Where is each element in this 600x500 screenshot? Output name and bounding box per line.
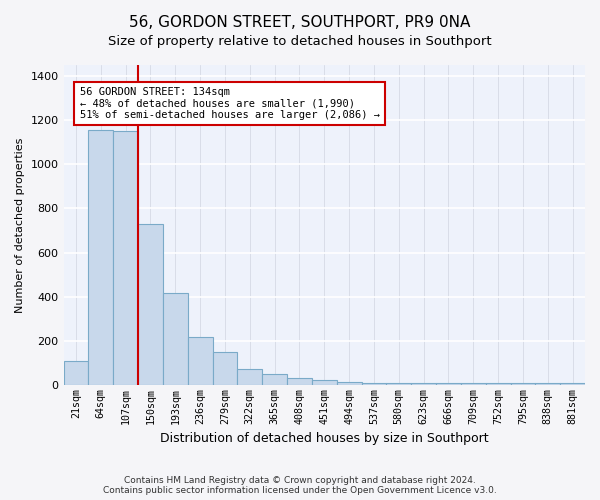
Bar [436, 382, 461, 385]
Bar [485, 382, 511, 385]
Bar [337, 382, 362, 385]
Bar [212, 352, 238, 385]
Bar [188, 338, 212, 385]
Bar [64, 360, 88, 385]
Text: Contains HM Land Registry data © Crown copyright and database right 2024.
Contai: Contains HM Land Registry data © Crown c… [103, 476, 497, 495]
Bar [535, 382, 560, 385]
Bar [386, 382, 411, 385]
X-axis label: Distribution of detached houses by size in Southport: Distribution of detached houses by size … [160, 432, 488, 445]
Bar [238, 370, 262, 385]
Bar [113, 131, 138, 385]
Bar [411, 382, 436, 385]
Bar [362, 382, 386, 385]
Bar [287, 378, 312, 385]
Bar [163, 294, 188, 385]
Y-axis label: Number of detached properties: Number of detached properties [15, 138, 25, 312]
Bar [138, 224, 163, 385]
Bar [511, 382, 535, 385]
Bar [262, 374, 287, 385]
Bar [88, 130, 113, 385]
Bar [312, 380, 337, 385]
Text: 56 GORDON STREET: 134sqm
← 48% of detached houses are smaller (1,990)
51% of sem: 56 GORDON STREET: 134sqm ← 48% of detach… [80, 87, 380, 120]
Text: 56, GORDON STREET, SOUTHPORT, PR9 0NA: 56, GORDON STREET, SOUTHPORT, PR9 0NA [130, 15, 470, 30]
Bar [461, 382, 485, 385]
Bar [560, 382, 585, 385]
Text: Size of property relative to detached houses in Southport: Size of property relative to detached ho… [108, 35, 492, 48]
